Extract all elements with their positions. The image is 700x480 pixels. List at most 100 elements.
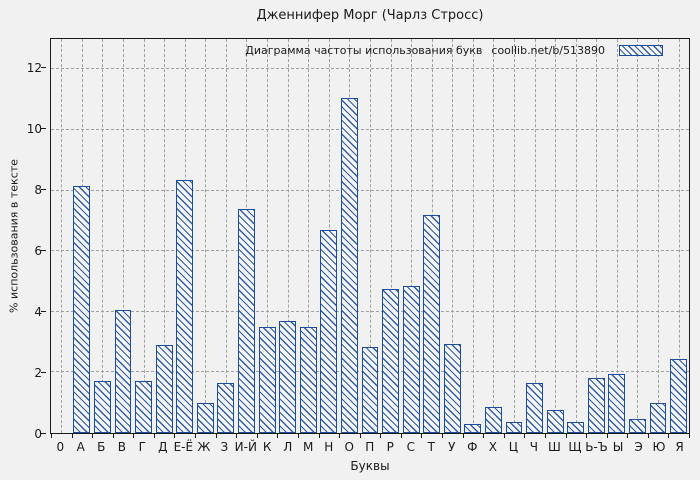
bar-К [258,326,276,433]
plot-column [565,39,586,433]
v-gridline [472,39,474,433]
bar-Р [382,289,399,433]
bar-Ь-Ъ [587,378,605,433]
bar-Ц [505,422,523,433]
x-tick-label: Ф [467,440,478,454]
y-tick-label: 4 [34,305,42,320]
plot-column [339,39,360,433]
y-tick-label: 6 [34,244,42,259]
plot-column [463,39,484,433]
x-tick-label: М [303,440,314,454]
plot-column [668,39,689,433]
x-tick-label: Э [634,440,643,454]
y-tick-label: 0 [34,427,42,441]
bar-Н [320,229,338,433]
x-tick [400,434,402,438]
y-tick [41,67,46,69]
x-tick [421,434,423,438]
x-tick-label: Л [283,440,293,454]
x-tick [586,434,588,438]
x-tick-label: Е-Ё [173,440,194,454]
x-tick-label: П [365,440,375,454]
v-gridline [143,39,145,433]
plot-column [607,39,628,433]
bar-Э [629,419,646,433]
plot-column [195,39,216,433]
bar-У [443,343,461,433]
x-tick-label: А [76,440,85,454]
x-tick-label: Р [386,440,394,454]
plot-column [648,39,669,433]
v-gridline [123,39,125,433]
x-tick-label: Ш [547,440,561,454]
v-gridline [637,39,639,433]
x-tick [442,434,444,438]
bar-Л [279,320,297,433]
plot-column [257,39,278,433]
x-axis-ticks [51,39,690,438]
x-tick [71,434,73,438]
x-tick [92,434,94,438]
x-tick-label: В [117,440,126,454]
plot-column [92,39,113,433]
plot-area: Диаграмма частоты использования букв coo… [50,38,690,438]
bar-Е-Ё [176,179,194,433]
y-tick [41,433,46,434]
plot-column [113,39,134,433]
x-tick [195,434,197,438]
v-gridline [164,39,166,433]
bar-Г [135,381,153,433]
v-gridline [596,39,598,433]
plot-column [174,39,195,433]
bar-В [114,310,132,433]
plot-column [421,39,442,433]
x-tick [112,434,114,438]
x-tick-label: О [344,440,354,454]
v-gridline [225,39,227,433]
plot-column [483,39,504,433]
x-tick [462,434,464,438]
bar-Ш [546,410,564,433]
legend-source: coollib.net/b/513890 [491,44,605,57]
v-gridline [308,39,310,433]
x-tick-label: Т [427,440,435,454]
x-tick-label: Н [324,440,334,454]
bar-З [217,383,235,433]
x-tick [256,434,258,438]
bar-П [361,346,379,433]
v-gridline [411,39,413,433]
v-gridline [678,39,680,433]
plot-column [442,39,463,433]
x-tick [277,434,279,438]
x-tick-label: Я [675,440,684,454]
x-tick [174,434,176,438]
v-gridline [61,39,63,433]
x-tick [133,434,135,438]
x-tick [647,434,649,438]
y-tick-label: 10 [26,122,42,137]
x-tick-label: Ч [529,440,539,454]
plot-column [298,39,319,433]
x-tick-label: Ь-Ъ [585,440,608,454]
plot-column [545,39,566,433]
y-tick [41,189,46,191]
x-tick [483,434,485,438]
x-tick [689,434,690,438]
bar-Д [155,345,173,433]
v-gridline [267,39,269,433]
y-tick-label: 8 [34,183,42,198]
y-tick [41,372,46,374]
bar-Ф [464,423,482,433]
x-tick [215,434,217,438]
y-tick [41,311,46,313]
x-tick-label: С [406,440,415,454]
v-gridline [658,39,660,433]
v-gridline [575,39,577,433]
chart-title: Дженнифер Морг (Чарлз Стросс) [256,8,484,23]
plot-column [236,39,257,433]
plot-column [360,39,381,433]
bars-layer [51,39,689,433]
v-gridline [514,39,515,433]
bar-Ы [608,373,626,433]
x-tick-label: Ж [197,440,211,454]
